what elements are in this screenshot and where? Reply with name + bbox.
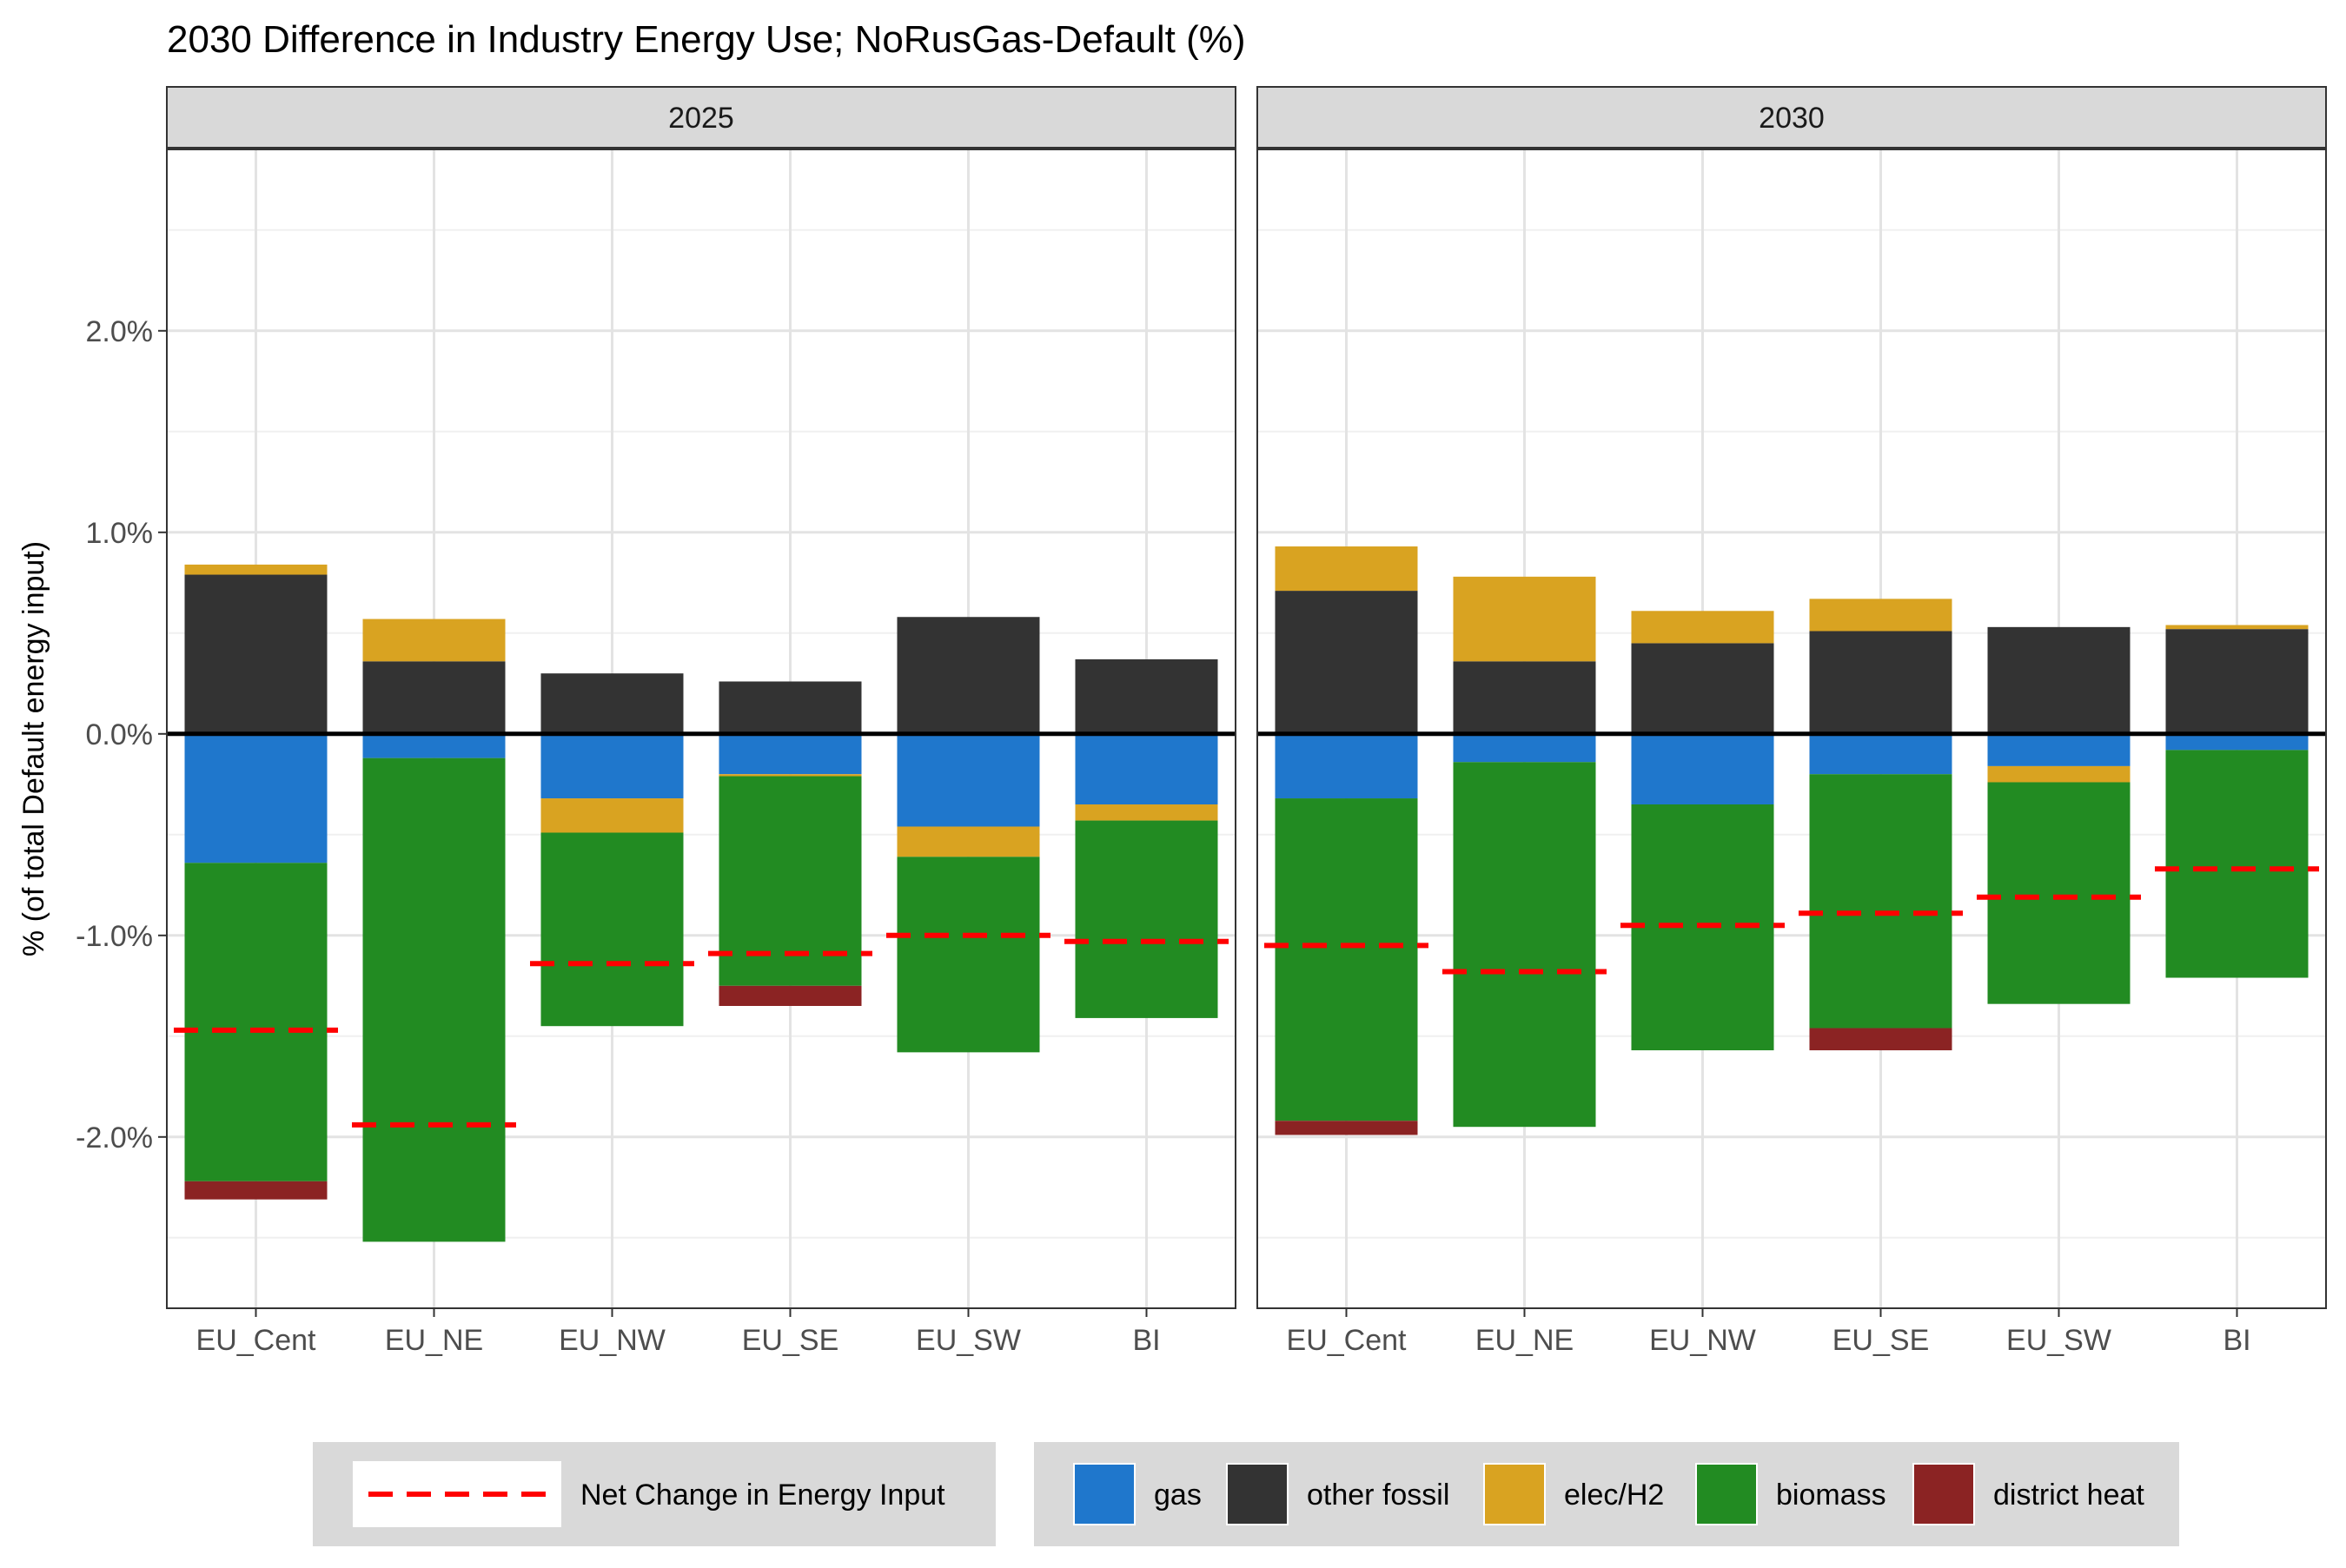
x-tick-label: BI bbox=[1132, 1324, 1160, 1357]
y-tick-label: -2.0% bbox=[76, 1121, 153, 1154]
facet-strip-label: 2025 bbox=[668, 102, 734, 135]
bar-gas bbox=[2165, 733, 2309, 751]
bar-district-heat bbox=[719, 985, 862, 1006]
y-axis-label: % (of total Default energy input) bbox=[17, 541, 50, 956]
bar-other-fossil bbox=[1453, 661, 1596, 734]
x-tick-label: EU_NW bbox=[559, 1324, 666, 1357]
bar-other-fossil bbox=[1275, 591, 1418, 734]
panel-2030: 2030 EU_Cent EU_NE EU_NW EU_SE EU_SW BI bbox=[1256, 86, 2327, 1357]
bar-district-heat bbox=[184, 1181, 328, 1200]
legend-label-elec-h2: elec/H2 bbox=[1564, 1479, 1664, 1512]
legend-label-other-fossil: other fossil bbox=[1307, 1479, 1449, 1512]
bar-gas bbox=[1075, 733, 1218, 804]
bar-elec-h2 bbox=[1075, 804, 1218, 821]
bar-elec-h2 bbox=[1631, 611, 1774, 644]
panel-2025: 2025 EU_Cent EU_NE EU_NW EU_SE EU_SW BI -2.0% -1… bbox=[76, 86, 1236, 1357]
bar-other-fossil bbox=[540, 673, 684, 734]
x-tick-label: EU_SW bbox=[916, 1324, 1021, 1357]
facet-strip bbox=[1256, 86, 2327, 149]
y-tick-label: -1.0% bbox=[76, 920, 153, 953]
chart-title: 2030 Difference in Industry Energy Use; … bbox=[167, 18, 1246, 61]
bar-elec-h2 bbox=[1275, 546, 1418, 592]
bar-biomass bbox=[1987, 782, 2131, 1004]
plot-background bbox=[1257, 149, 2326, 1308]
y-tick-label: 1.0% bbox=[86, 517, 154, 550]
y-tick-label: 0.0% bbox=[86, 718, 154, 751]
bar-other-fossil bbox=[362, 661, 506, 734]
bar-other-fossil bbox=[2165, 629, 2309, 734]
x-tick-label: EU_SW bbox=[2006, 1324, 2111, 1357]
y-tick-label: 2.0% bbox=[86, 315, 154, 348]
bar-gas bbox=[540, 733, 684, 799]
panel-border bbox=[166, 149, 1236, 1309]
x-tick-label: EU_NE bbox=[1475, 1324, 1574, 1357]
x-tick-label: BI bbox=[2223, 1324, 2250, 1357]
legend-label-net: Net Change in Energy Input bbox=[580, 1479, 945, 1512]
legend-label-district-heat: district heat bbox=[1993, 1479, 2144, 1512]
bar-elec-h2 bbox=[362, 619, 506, 662]
legend-key-gas bbox=[1073, 1463, 1136, 1525]
x-tick-label: EU_SE bbox=[1832, 1324, 1930, 1357]
bar-elec-h2 bbox=[2165, 625, 2309, 630]
facet-strip-label: 2030 bbox=[1759, 102, 1825, 135]
bar-gas bbox=[1453, 733, 1596, 763]
bar-other-fossil bbox=[897, 617, 1040, 734]
bar-other-fossil bbox=[1987, 626, 2131, 734]
x-tick-label: EU_SE bbox=[742, 1324, 839, 1357]
bar-gas bbox=[1631, 733, 1774, 804]
bar-elec-h2 bbox=[1453, 576, 1596, 662]
bar-elec-h2 bbox=[897, 826, 1040, 857]
bar-biomass bbox=[2165, 750, 2309, 978]
bar-elec-h2 bbox=[1809, 599, 1952, 632]
bar-gas bbox=[1275, 733, 1418, 799]
bar-biomass bbox=[897, 857, 1040, 1053]
bar-other-fossil bbox=[719, 681, 862, 734]
bar-biomass bbox=[362, 758, 506, 1242]
bar-elec-h2 bbox=[1987, 765, 2131, 783]
x-tick-label: EU_Cent bbox=[196, 1324, 317, 1357]
bar-district-heat bbox=[1275, 1121, 1418, 1135]
x-tick-label: EU_Cent bbox=[1287, 1324, 1408, 1357]
panels: 2025 EU_Cent EU_NE EU_NW EU_SE EU_SW BI -2.0% -1… bbox=[76, 86, 2327, 1357]
bar-other-fossil bbox=[1075, 658, 1218, 734]
panel-border bbox=[1256, 149, 2327, 1309]
legend-box-fill bbox=[1034, 1442, 2179, 1546]
x-tick-label: EU_NW bbox=[1649, 1324, 1756, 1357]
legend-label-gas: gas bbox=[1154, 1479, 1202, 1512]
bar-biomass bbox=[1809, 774, 1952, 1029]
bar-other-fossil bbox=[1631, 643, 1774, 734]
legend-label-biomass: biomass bbox=[1776, 1479, 1886, 1512]
bar-biomass bbox=[1275, 798, 1418, 1121]
bar-gas bbox=[1809, 733, 1952, 775]
bar-other-fossil bbox=[1809, 631, 1952, 734]
bar-biomass bbox=[1453, 762, 1596, 1128]
bar-gas bbox=[184, 733, 328, 863]
bar-biomass bbox=[540, 832, 684, 1027]
bar-biomass bbox=[184, 863, 328, 1181]
bar-elec-h2 bbox=[719, 774, 862, 777]
legend: Net Change in Energy Input gas other fossi… bbox=[313, 1442, 2179, 1546]
facet-strip bbox=[166, 86, 1236, 149]
bar-gas bbox=[719, 733, 862, 775]
bar-elec-h2 bbox=[540, 798, 684, 833]
x-tick-label: EU_NE bbox=[385, 1324, 483, 1357]
bar-other-fossil bbox=[184, 574, 328, 734]
bar-biomass bbox=[1075, 820, 1218, 1018]
bar-district-heat bbox=[1809, 1028, 1952, 1051]
bar-biomass bbox=[719, 776, 862, 986]
bar-gas bbox=[897, 733, 1040, 827]
plot-background bbox=[167, 149, 1236, 1308]
bar-elec-h2 bbox=[184, 564, 328, 575]
bar-gas bbox=[362, 733, 506, 758]
legend-key-other-fossil bbox=[1226, 1463, 1289, 1525]
legend-key-biomass bbox=[1695, 1463, 1758, 1525]
legend-key-elec-h2 bbox=[1483, 1463, 1546, 1525]
bar-gas bbox=[1987, 733, 2131, 766]
legend-key-district-heat bbox=[1912, 1463, 1975, 1525]
